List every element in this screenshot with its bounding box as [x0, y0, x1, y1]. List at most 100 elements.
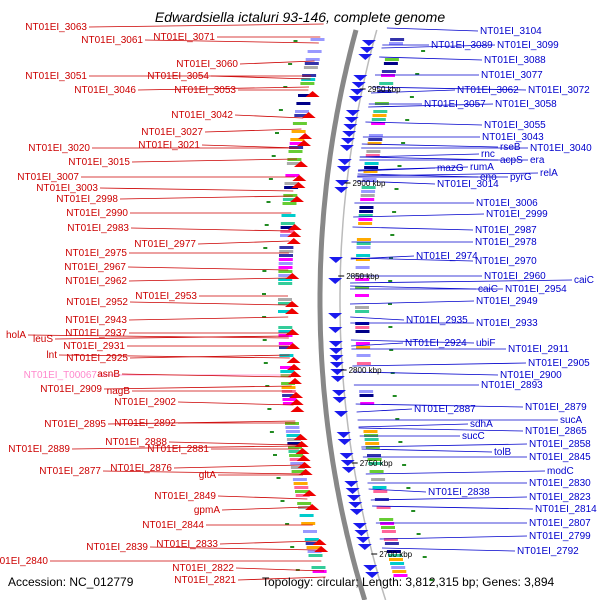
feature-block-left [306, 546, 321, 549]
green-tick [389, 349, 394, 351]
gene-arrow-reverse [339, 453, 354, 459]
feature-block-right [381, 526, 395, 529]
feature-block-right [372, 114, 387, 117]
feature-block-left [307, 550, 322, 553]
feature-block-right [367, 454, 381, 457]
kbp-label: 2750 kbp [360, 459, 393, 468]
green-tick [411, 510, 416, 512]
gene-arrow-reverse [344, 481, 359, 487]
gene-arrow-reverse [348, 96, 363, 102]
right-leader-line [353, 213, 485, 218]
right-gene-label: NT01EI_3099 [497, 40, 559, 51]
kbp-label: 2700 kbp [379, 550, 412, 559]
left-leader-line [217, 495, 308, 500]
right-gene-label: NT01EI_2933 [476, 318, 538, 329]
feature-block-left [311, 566, 326, 569]
left-gene-label: gpmA [194, 505, 220, 516]
left-leader-line [99, 187, 294, 192]
left-leader-line [234, 114, 304, 119]
gene-arrow-reverse [328, 327, 343, 333]
right-leader-line [355, 403, 524, 408]
green-tick [267, 408, 272, 410]
feature-block-left [281, 214, 296, 217]
feature-block-right [374, 102, 389, 105]
feature-block-left [278, 298, 292, 301]
right-gene-label: rnc [481, 149, 495, 160]
green-tick [395, 418, 400, 420]
gene-arrow-forward [292, 175, 307, 181]
gene-arrow-reverse [353, 75, 368, 81]
left-gene-label: NT01EI_2895 [44, 419, 106, 430]
green-tick [397, 165, 402, 167]
left-gene-label: NT01EI_2892 [114, 418, 176, 429]
right-gene-label: NT01EI_2830 [529, 478, 591, 489]
right-gene-label: NT01EI_2949 [476, 296, 538, 307]
left-gene-label: gltA [199, 470, 217, 481]
gene-arrow-reverse [328, 341, 343, 347]
gene-arrow-reverse [332, 390, 346, 396]
feature-block-left [287, 442, 302, 445]
feature-block-right [359, 206, 374, 209]
feature-block-left [279, 246, 294, 249]
green-tick [409, 96, 414, 98]
gene-arrow-forward [286, 238, 301, 244]
right-gene-label: NT01EI_2845 [529, 452, 591, 463]
green-tick [293, 40, 298, 42]
left-leader-line [219, 540, 317, 545]
gene-arrow-forward [305, 504, 320, 510]
gene-arrow-reverse [365, 572, 380, 578]
green-tick [388, 280, 393, 282]
feature-block-left [279, 346, 293, 349]
left-gene-label: NT01EI_3071 [153, 32, 215, 43]
gene-arrow-reverse [329, 362, 344, 368]
left-leader-line [210, 75, 311, 80]
left-gene-label: NT01EI_2839 [86, 542, 148, 553]
right-leader-line [361, 448, 493, 453]
feature-block-right [368, 138, 383, 141]
gene-arrow-reverse [352, 523, 367, 529]
feature-block-right [371, 122, 386, 125]
feature-block-left [305, 542, 320, 545]
feature-block-right [362, 178, 377, 181]
gene-arrow-reverse [341, 138, 355, 144]
gene-arrow-reverse [339, 145, 354, 151]
green-tick [406, 487, 411, 489]
left-leader-line [102, 470, 303, 475]
feature-block-right [386, 550, 401, 553]
right-gene-label: NT01EI_2999 [486, 209, 548, 220]
feature-block-right [381, 70, 396, 73]
left-gene-label: NT01EI_2977 [134, 239, 196, 250]
left-leader-line [119, 195, 293, 200]
green-tick [429, 579, 434, 581]
feature-block-left [280, 374, 295, 377]
feature-block-left [289, 142, 304, 145]
right-gene-label: sdhA [470, 419, 493, 430]
gene-arrow-forward [285, 301, 299, 307]
left-gene-label: NT01EI_3007 [17, 172, 79, 183]
feature-block-left [278, 274, 293, 277]
feature-block-left [278, 266, 293, 269]
right-gene-label: NT01EI_2987 [475, 225, 537, 236]
green-tick [415, 73, 420, 75]
feature-block-left [278, 330, 293, 333]
feature-block-left [294, 114, 309, 117]
left-gene-label: NT01EI_3054 [147, 71, 209, 82]
gene-arrow-reverse [350, 89, 365, 95]
feature-block-right [365, 442, 380, 445]
right-leader-line [365, 470, 546, 475]
feature-block-left [296, 102, 311, 105]
left-leader-line [237, 576, 326, 581]
left-leader-line [103, 385, 292, 390]
gene-arrow-forward [298, 133, 313, 139]
feature-block-right [367, 458, 382, 461]
feature-block-right [383, 538, 398, 541]
feature-block-left [308, 554, 323, 557]
green-tick [388, 326, 393, 328]
left-leader-line [121, 373, 292, 378]
green-tick [285, 523, 290, 525]
feature-block-left [282, 398, 297, 401]
right-gene-label: pyrG [510, 172, 532, 183]
left-gene-label: NT01EI_2983 [67, 223, 129, 234]
left-leader-line [129, 301, 289, 306]
feature-block-right [364, 438, 379, 441]
